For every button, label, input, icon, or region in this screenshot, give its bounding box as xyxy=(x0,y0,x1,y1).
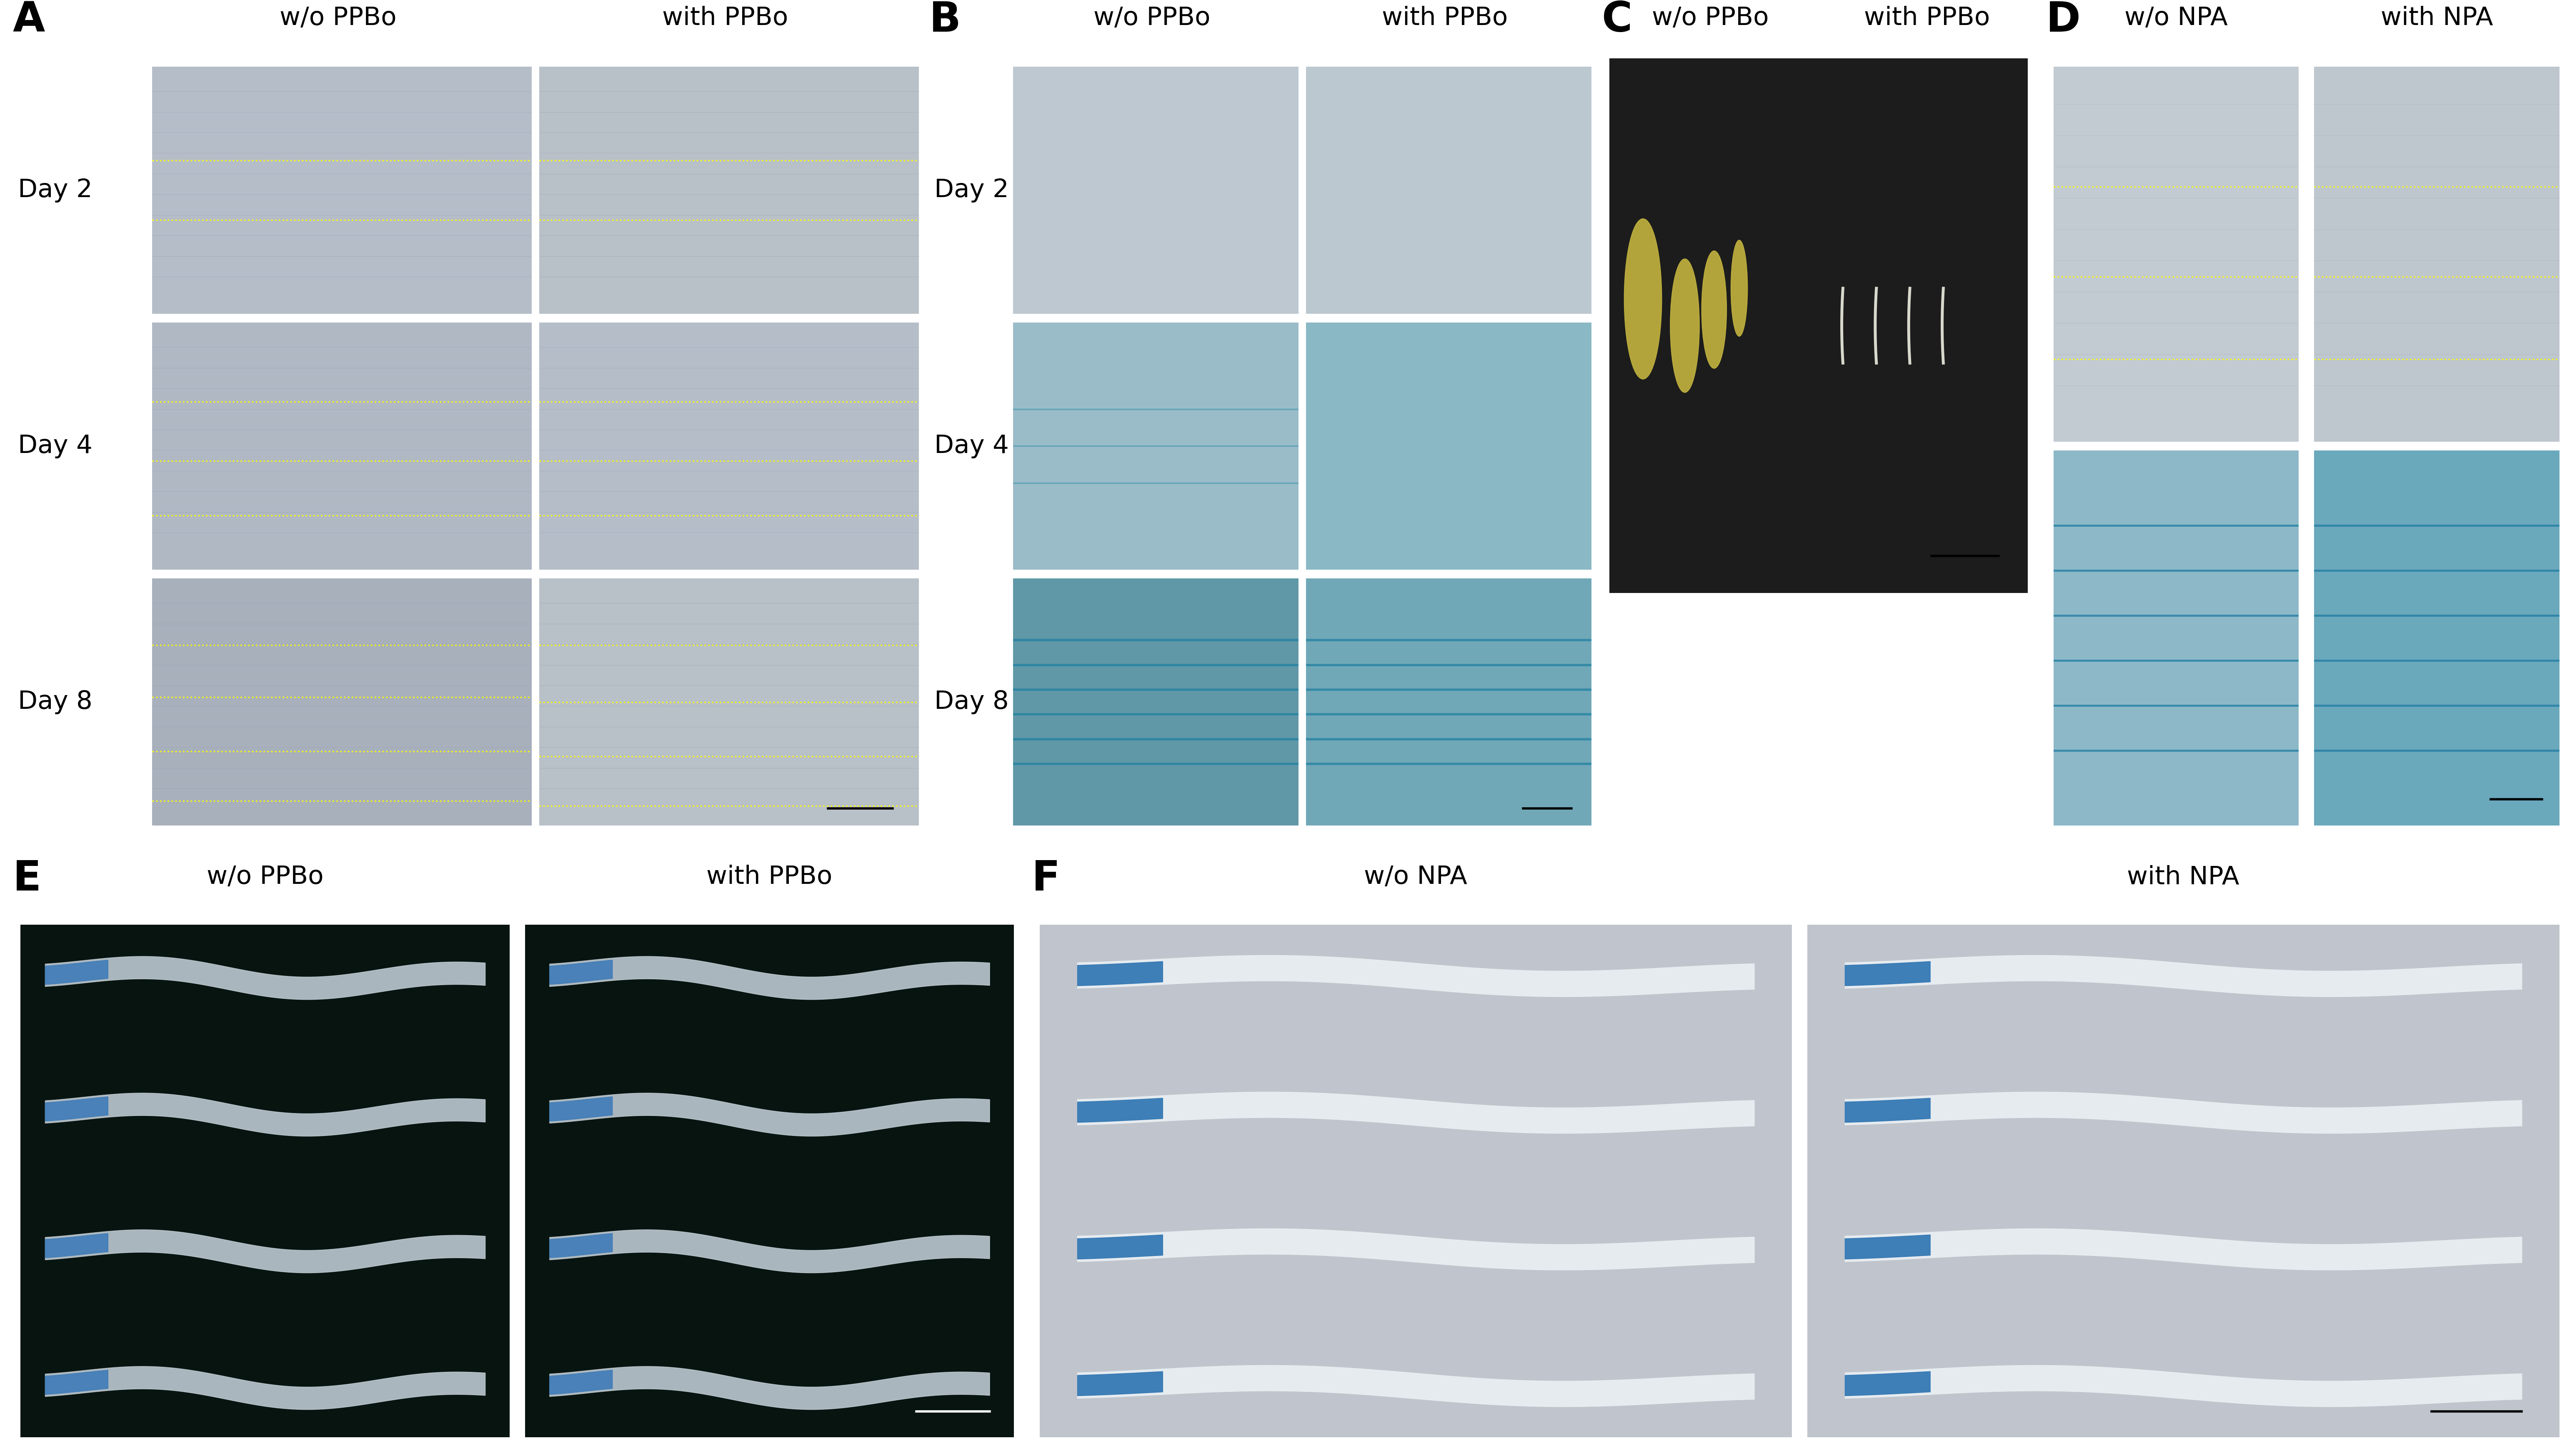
Text: F: F xyxy=(1032,859,1060,900)
Ellipse shape xyxy=(1702,250,1728,368)
Ellipse shape xyxy=(1730,240,1748,336)
Text: with PPBo: with PPBo xyxy=(1864,6,1989,31)
Text: w/o PPBo: w/o PPBo xyxy=(1651,6,1769,31)
Text: w/o PPBo: w/o PPBo xyxy=(280,6,395,31)
Text: B: B xyxy=(929,0,960,41)
Text: Day 2: Day 2 xyxy=(934,178,1009,202)
Text: with NPA: with NPA xyxy=(2128,865,2238,890)
Text: with PPBo: with PPBo xyxy=(1381,6,1507,31)
Text: with NPA: with NPA xyxy=(2380,6,2493,31)
Text: with PPBo: with PPBo xyxy=(662,6,788,31)
Text: Day 8: Day 8 xyxy=(934,690,1009,715)
Text: Day 8: Day 8 xyxy=(18,690,92,715)
Text: D: D xyxy=(2046,0,2079,41)
Text: w/o NPA: w/o NPA xyxy=(1363,865,1468,890)
Text: w/o PPBo: w/o PPBo xyxy=(1094,6,1212,31)
Text: with PPBo: with PPBo xyxy=(706,865,832,890)
Text: C: C xyxy=(1602,0,1633,41)
Text: Day 4: Day 4 xyxy=(18,434,92,459)
Text: w/o NPA: w/o NPA xyxy=(2125,6,2228,31)
Ellipse shape xyxy=(1671,259,1699,393)
Text: w/o PPBo: w/o PPBo xyxy=(205,865,323,890)
Text: A: A xyxy=(13,0,46,41)
Text: Day 2: Day 2 xyxy=(18,178,92,202)
Text: E: E xyxy=(13,859,41,900)
Ellipse shape xyxy=(1625,218,1661,379)
Text: Day 4: Day 4 xyxy=(934,434,1009,459)
